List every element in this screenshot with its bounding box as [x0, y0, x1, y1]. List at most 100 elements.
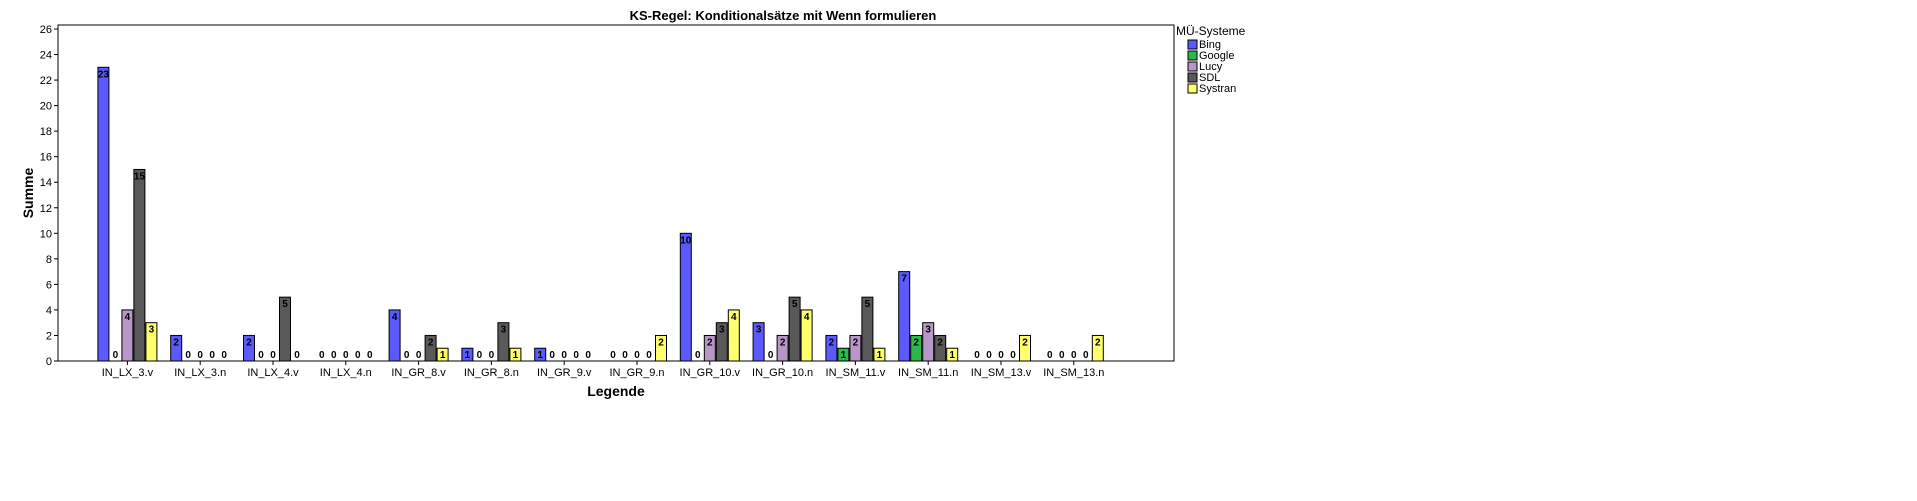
data-label: 2 [658, 337, 664, 348]
y-tick-label: 20 [40, 101, 52, 113]
bar-systran [873, 347, 886, 362]
data-label: 2 [853, 337, 859, 348]
data-label: 3 [501, 325, 507, 336]
data-label: 1 [465, 350, 471, 361]
data-label: 0 [622, 350, 628, 361]
x-tick-label: IN_SM_11.v [826, 367, 886, 379]
bar-bing [461, 347, 474, 362]
bar-systran [727, 309, 740, 362]
legend-swatch-lucy [1187, 61, 1198, 72]
data-label: 5 [792, 299, 798, 310]
data-label: 10 [680, 235, 692, 246]
bar-google [837, 347, 850, 362]
y-tick-label: 0 [46, 356, 52, 368]
data-label: 2 [707, 337, 713, 348]
data-label: 3 [925, 325, 931, 336]
legend-label-bing: Bing [1199, 39, 1221, 51]
data-label: 15 [134, 171, 146, 182]
bar-lucy [776, 334, 789, 362]
legend-swatch-sdl [1187, 72, 1198, 83]
x-tick-label: IN_GR_8.n [464, 367, 519, 379]
bar-bing [97, 66, 110, 362]
bar-sdl [788, 296, 801, 362]
data-label: 0 [319, 350, 325, 361]
bar-sdl [279, 296, 291, 362]
data-label: 0 [416, 350, 422, 361]
x-tick-label: IN_LX_4.v [247, 367, 299, 379]
bar-systran [1019, 334, 1031, 362]
bar-lucy [703, 334, 716, 362]
x-tick-label: IN_GR_8.v [391, 367, 446, 379]
y-tick-label: 10 [40, 228, 52, 240]
y-tick-label: 18 [40, 126, 52, 138]
bar-bing [898, 271, 911, 362]
data-label: 2 [829, 337, 835, 348]
bar-sdl [133, 168, 146, 362]
data-label: 2 [937, 337, 943, 348]
bar-bing [825, 334, 838, 362]
data-label: 2 [780, 337, 786, 348]
data-label: 0 [489, 350, 495, 361]
x-tick-label: IN_SM_11.n [898, 367, 958, 379]
bar-sdl [424, 334, 437, 362]
data-label: 5 [282, 299, 288, 310]
data-label: 0 [343, 350, 349, 361]
bar-lucy [922, 322, 935, 362]
y-tick-label: 6 [46, 279, 52, 291]
data-label: 0 [585, 350, 591, 361]
data-label: 0 [768, 350, 774, 361]
data-label: 0 [561, 350, 567, 361]
x-tick-label: IN_GR_10.n [752, 367, 813, 379]
x-tick-label: IN_SM_13.n [1043, 367, 1104, 379]
data-label: 3 [149, 325, 155, 336]
x-tick-label: IN_GR_9.v [537, 367, 592, 379]
data-label: 1 [949, 350, 955, 361]
bar-bing [388, 309, 401, 362]
data-label: 3 [756, 325, 762, 336]
data-label: 0 [646, 350, 652, 361]
bars [97, 66, 1104, 362]
data-label: 2 [1022, 337, 1028, 348]
data-label: 2 [173, 337, 179, 348]
data-label: 1 [440, 350, 446, 361]
legend-swatch-systran [1187, 83, 1198, 94]
legend-label-lucy: Lucy [1199, 61, 1223, 73]
data-label: 5 [865, 299, 871, 310]
data-label: 1 [877, 350, 883, 361]
y-tick-label: 26 [40, 24, 52, 36]
x-tick-label: IN_GR_9.n [609, 367, 664, 379]
bar-systran [509, 347, 522, 362]
bar-lucy [849, 334, 862, 362]
y-tick-label: 24 [40, 50, 52, 62]
data-label: 4 [392, 312, 398, 323]
legend-title: MÜ-Systeme [1176, 24, 1246, 38]
x-tick-label: IN_LX_3.n [174, 367, 226, 379]
bar-bing [679, 232, 692, 362]
legend-swatch-google [1187, 50, 1198, 61]
bar-systran [436, 347, 449, 362]
x-axis: IN_LX_3.v IN_LX_3.n IN_LX_4.v IN_LX_4.n IN_G… [102, 361, 1104, 379]
data-label: 3 [719, 325, 725, 336]
data-label: 1 [513, 350, 519, 361]
x-axis-title: Legende [587, 383, 645, 399]
chart-title: KS-Regel: Konditionalsätze mit Wenn form… [630, 8, 937, 23]
data-label: 0 [367, 350, 373, 361]
data-label: 23 [98, 69, 110, 80]
bar-google [910, 334, 923, 362]
bar-systran [800, 309, 813, 362]
data-label: 2 [1095, 337, 1101, 348]
bar-bing [752, 322, 765, 362]
data-label: 4 [125, 312, 131, 323]
bar-sdl [715, 322, 728, 362]
data-label: 0 [185, 350, 191, 361]
bar-bing [170, 334, 183, 362]
x-tick-label: IN_LX_4.n [320, 367, 372, 379]
data-label: 0 [974, 350, 980, 361]
data-label: 0 [355, 350, 361, 361]
legend-label-sdl: SDL [1199, 72, 1220, 84]
data-label: 2 [428, 337, 434, 348]
legend-label-google: Google [1199, 50, 1234, 62]
